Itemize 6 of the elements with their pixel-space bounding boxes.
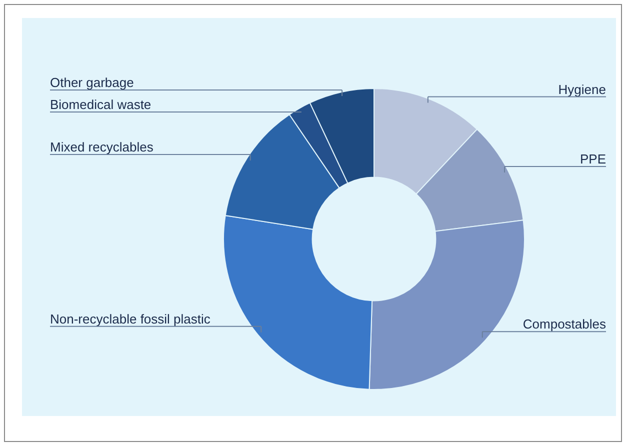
slice-label: Mixed recyclables bbox=[50, 140, 154, 154]
slice-label: Compostables bbox=[522, 316, 606, 332]
slice-label: Other garbage bbox=[50, 75, 134, 90]
slice-label: Hygiene bbox=[558, 82, 606, 97]
slice-label: PPE bbox=[580, 151, 606, 166]
slice-label: Biomedical waste bbox=[50, 97, 152, 112]
